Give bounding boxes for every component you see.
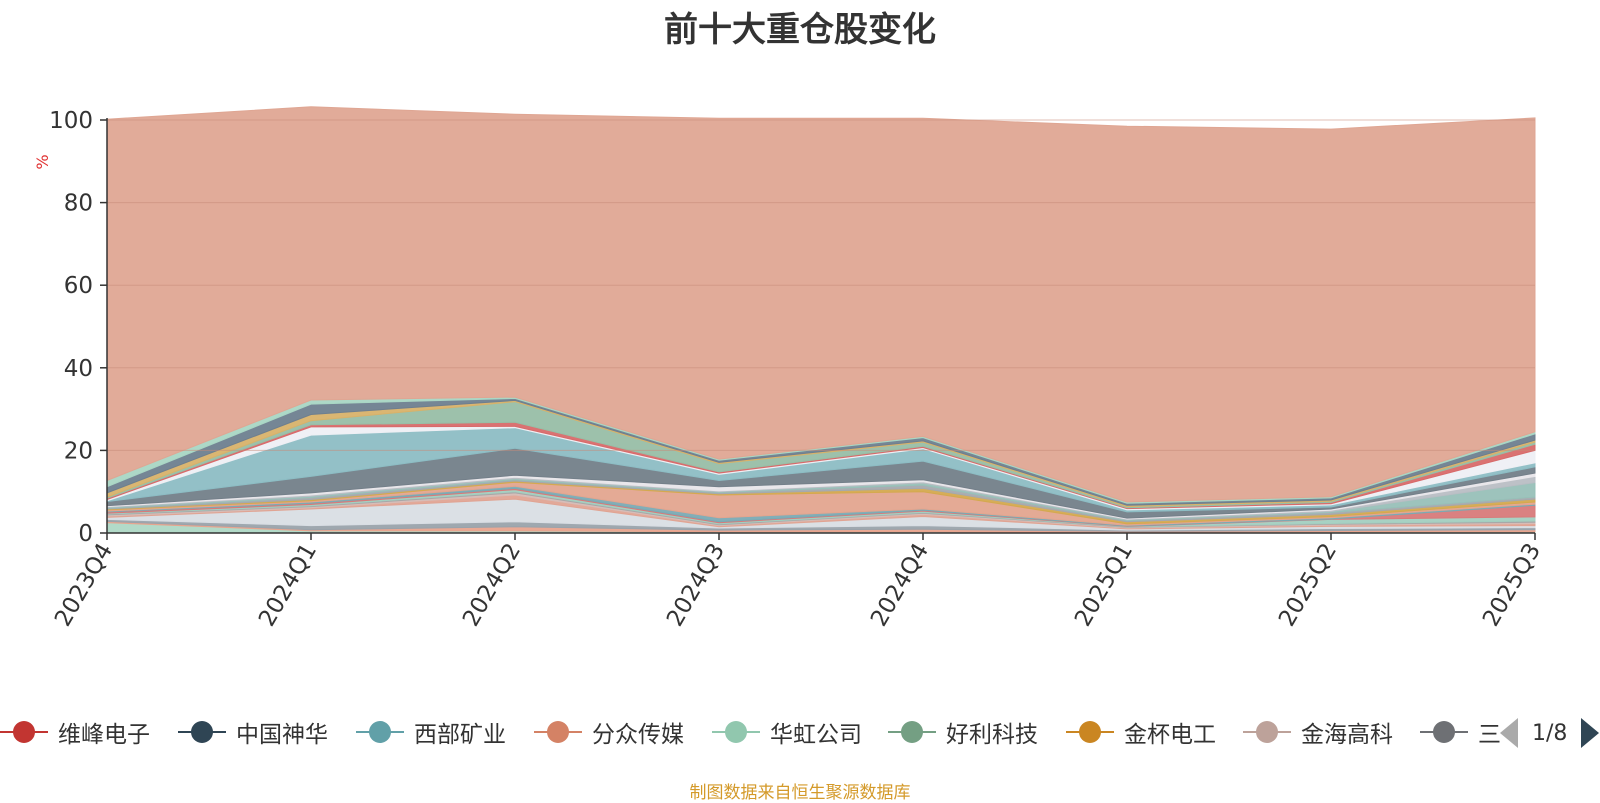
- legend-item[interactable]: 金杯电工: [1066, 712, 1216, 752]
- data-source-note: 制图数据来自恒生聚源数据库: [689, 783, 911, 803]
- legend-marker-icon: [888, 720, 936, 744]
- legend-item[interactable]: 西部矿业: [356, 712, 506, 752]
- legend-item[interactable]: 三: [1420, 712, 1501, 752]
- legend: 维峰电子 中国神华 西部矿业 分众传媒 华虹公司 好利科技 金杯电工 金海高科 三: [0, 712, 1505, 752]
- x-tick-label: 2024Q1: [254, 539, 322, 631]
- legend-label: 华虹公司: [770, 722, 862, 748]
- legend-item[interactable]: 中国神华: [178, 712, 328, 752]
- legend-marker-icon: [1420, 720, 1468, 744]
- legend-item[interactable]: 分众传媒: [534, 712, 684, 752]
- legend-label: 好利科技: [946, 722, 1038, 748]
- y-tick-label: 20: [64, 438, 93, 464]
- x-tick-label: 2023Q4: [50, 539, 118, 631]
- legend-label: 金海高科: [1301, 722, 1393, 748]
- legend-marker-icon: [178, 720, 226, 744]
- legend-prev-page-icon[interactable]: [1500, 718, 1518, 748]
- legend-pager: 1/8: [1500, 716, 1600, 750]
- area-chart: 0 20 40 60 80 100 2023Q4 2024Q1 2024Q2 2024Q3 2024…: [33, 106, 1546, 631]
- legend-marker-icon: [0, 720, 48, 744]
- legend-marker-icon: [712, 720, 760, 744]
- legend-page-indicator: 1/8: [1532, 720, 1568, 746]
- x-tick-label: 2024Q2: [458, 539, 526, 631]
- legend-item[interactable]: 金海高科: [1243, 712, 1393, 752]
- legend-label: 中国神华: [236, 722, 328, 748]
- x-tick-label: 2024Q4: [866, 539, 934, 631]
- legend-label: 三: [1478, 722, 1501, 748]
- x-tick-label: 2024Q3: [662, 539, 730, 631]
- y-tick-label: 80: [64, 191, 93, 217]
- legend-label: 分众传媒: [592, 722, 684, 748]
- x-tick-label: 2025Q3: [1478, 539, 1546, 631]
- x-tick-label: 2025Q2: [1274, 539, 1342, 631]
- legend-marker-icon: [1066, 720, 1114, 744]
- legend-marker-icon: [356, 720, 404, 744]
- y-axis-label: %: [33, 154, 52, 169]
- x-tick-label: 2025Q1: [1070, 539, 1138, 631]
- legend-item[interactable]: 维峰电子: [0, 712, 150, 752]
- legend-label: 西部矿业: [414, 722, 506, 748]
- area-series-other[interactable]: [106, 106, 1536, 503]
- legend-label: 金杯电工: [1124, 722, 1216, 748]
- y-tick-label: 0: [78, 521, 93, 547]
- legend-marker-icon: [534, 720, 582, 744]
- y-tick-label: 60: [64, 273, 93, 299]
- legend-item[interactable]: 好利科技: [888, 712, 1038, 752]
- legend-next-page-icon[interactable]: [1581, 718, 1600, 748]
- area-series: [106, 106, 1536, 534]
- legend-item[interactable]: 华虹公司: [712, 712, 862, 752]
- y-tick-label: 100: [49, 108, 93, 134]
- legend-marker-icon: [1243, 720, 1291, 744]
- legend-label: 维峰电子: [58, 722, 150, 748]
- y-tick-label: 40: [64, 356, 93, 382]
- chart-title: 前十大重仓股变化: [664, 10, 936, 50]
